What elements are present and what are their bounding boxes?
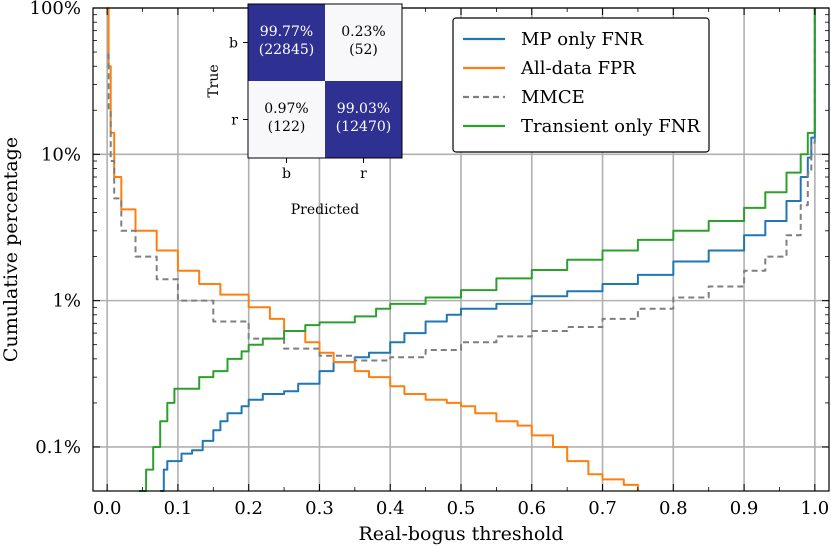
confusion-cell-percent: 0.97% xyxy=(264,101,308,117)
confusion-cell xyxy=(325,81,402,158)
confusion-cell-percent: 99.77% xyxy=(260,24,313,40)
confusion-row-label: r xyxy=(231,113,238,129)
series-line-3 xyxy=(107,8,816,362)
legend-label: MP only FNR xyxy=(521,29,644,50)
series-line-1 xyxy=(160,8,816,492)
confusion-row-label: b xyxy=(229,36,238,52)
x-tick-label: 0.1 xyxy=(164,498,193,519)
confusion-cell xyxy=(325,4,402,81)
x-tick-label: 0.8 xyxy=(659,498,688,519)
y-axis-label: Cumulative percentage xyxy=(0,137,22,362)
series-line-4 xyxy=(139,8,816,492)
confusion-cell-count: (12470) xyxy=(336,119,391,135)
confusion-cell-percent: 0.23% xyxy=(341,24,385,40)
x-tick-label: 0.5 xyxy=(447,498,476,519)
confusion-xlabel: Predicted xyxy=(291,202,360,218)
x-tick-label: 0.4 xyxy=(376,498,405,519)
y-tick-label: 10% xyxy=(41,144,81,165)
x-tick-label: 0.7 xyxy=(588,498,617,519)
x-tick-label: 0.9 xyxy=(730,498,759,519)
legend: MP only FNR All-data FPR MMCE Transient onl… xyxy=(452,17,710,153)
confusion-cell xyxy=(248,4,325,81)
confusion-cell-count: (52) xyxy=(349,42,378,58)
confusion-cell-count: (122) xyxy=(268,119,306,135)
legend-box xyxy=(452,17,710,153)
x-tick-label: 0.2 xyxy=(234,498,263,519)
series-line-2 xyxy=(107,7,639,491)
confusion-cell-percent: 99.03% xyxy=(337,101,390,117)
x-tick-label: 1.0 xyxy=(801,498,830,519)
legend-label: All-data FPR xyxy=(520,58,636,79)
confusion-frame xyxy=(247,3,403,159)
legend-label: MMCE xyxy=(521,87,585,108)
x-tick-label: 0.3 xyxy=(305,498,334,519)
y-tick-label: 1% xyxy=(52,291,81,312)
confusion-col-label: b xyxy=(282,166,291,182)
confusion-col-label: r xyxy=(360,166,367,182)
legend-label: Transient only FNR xyxy=(521,116,700,137)
confusion-cell-count: (22845) xyxy=(259,42,314,58)
ticks: 0.0 0.1 0.2 0.3 0.4 0.5 0.6 0.7 0.8 0.9 1.0 0.1% 1% 1… xyxy=(30,0,830,519)
x-tick-label: 0.6 xyxy=(517,498,546,519)
confusion-ylabel: True xyxy=(206,64,222,97)
x-axis-label: Real-bogus threshold xyxy=(358,523,563,545)
series-layer xyxy=(107,7,816,492)
x-tick-label: 0.0 xyxy=(93,498,122,519)
confusion-matrix-inset: 99.77% (22845) 0.23% (52) 0.97% (122) 99.03% (1… xyxy=(206,3,403,218)
y-tick-label: 0.1% xyxy=(35,437,81,458)
y-tick-label: 100% xyxy=(30,0,81,19)
confusion-cell xyxy=(248,81,325,158)
